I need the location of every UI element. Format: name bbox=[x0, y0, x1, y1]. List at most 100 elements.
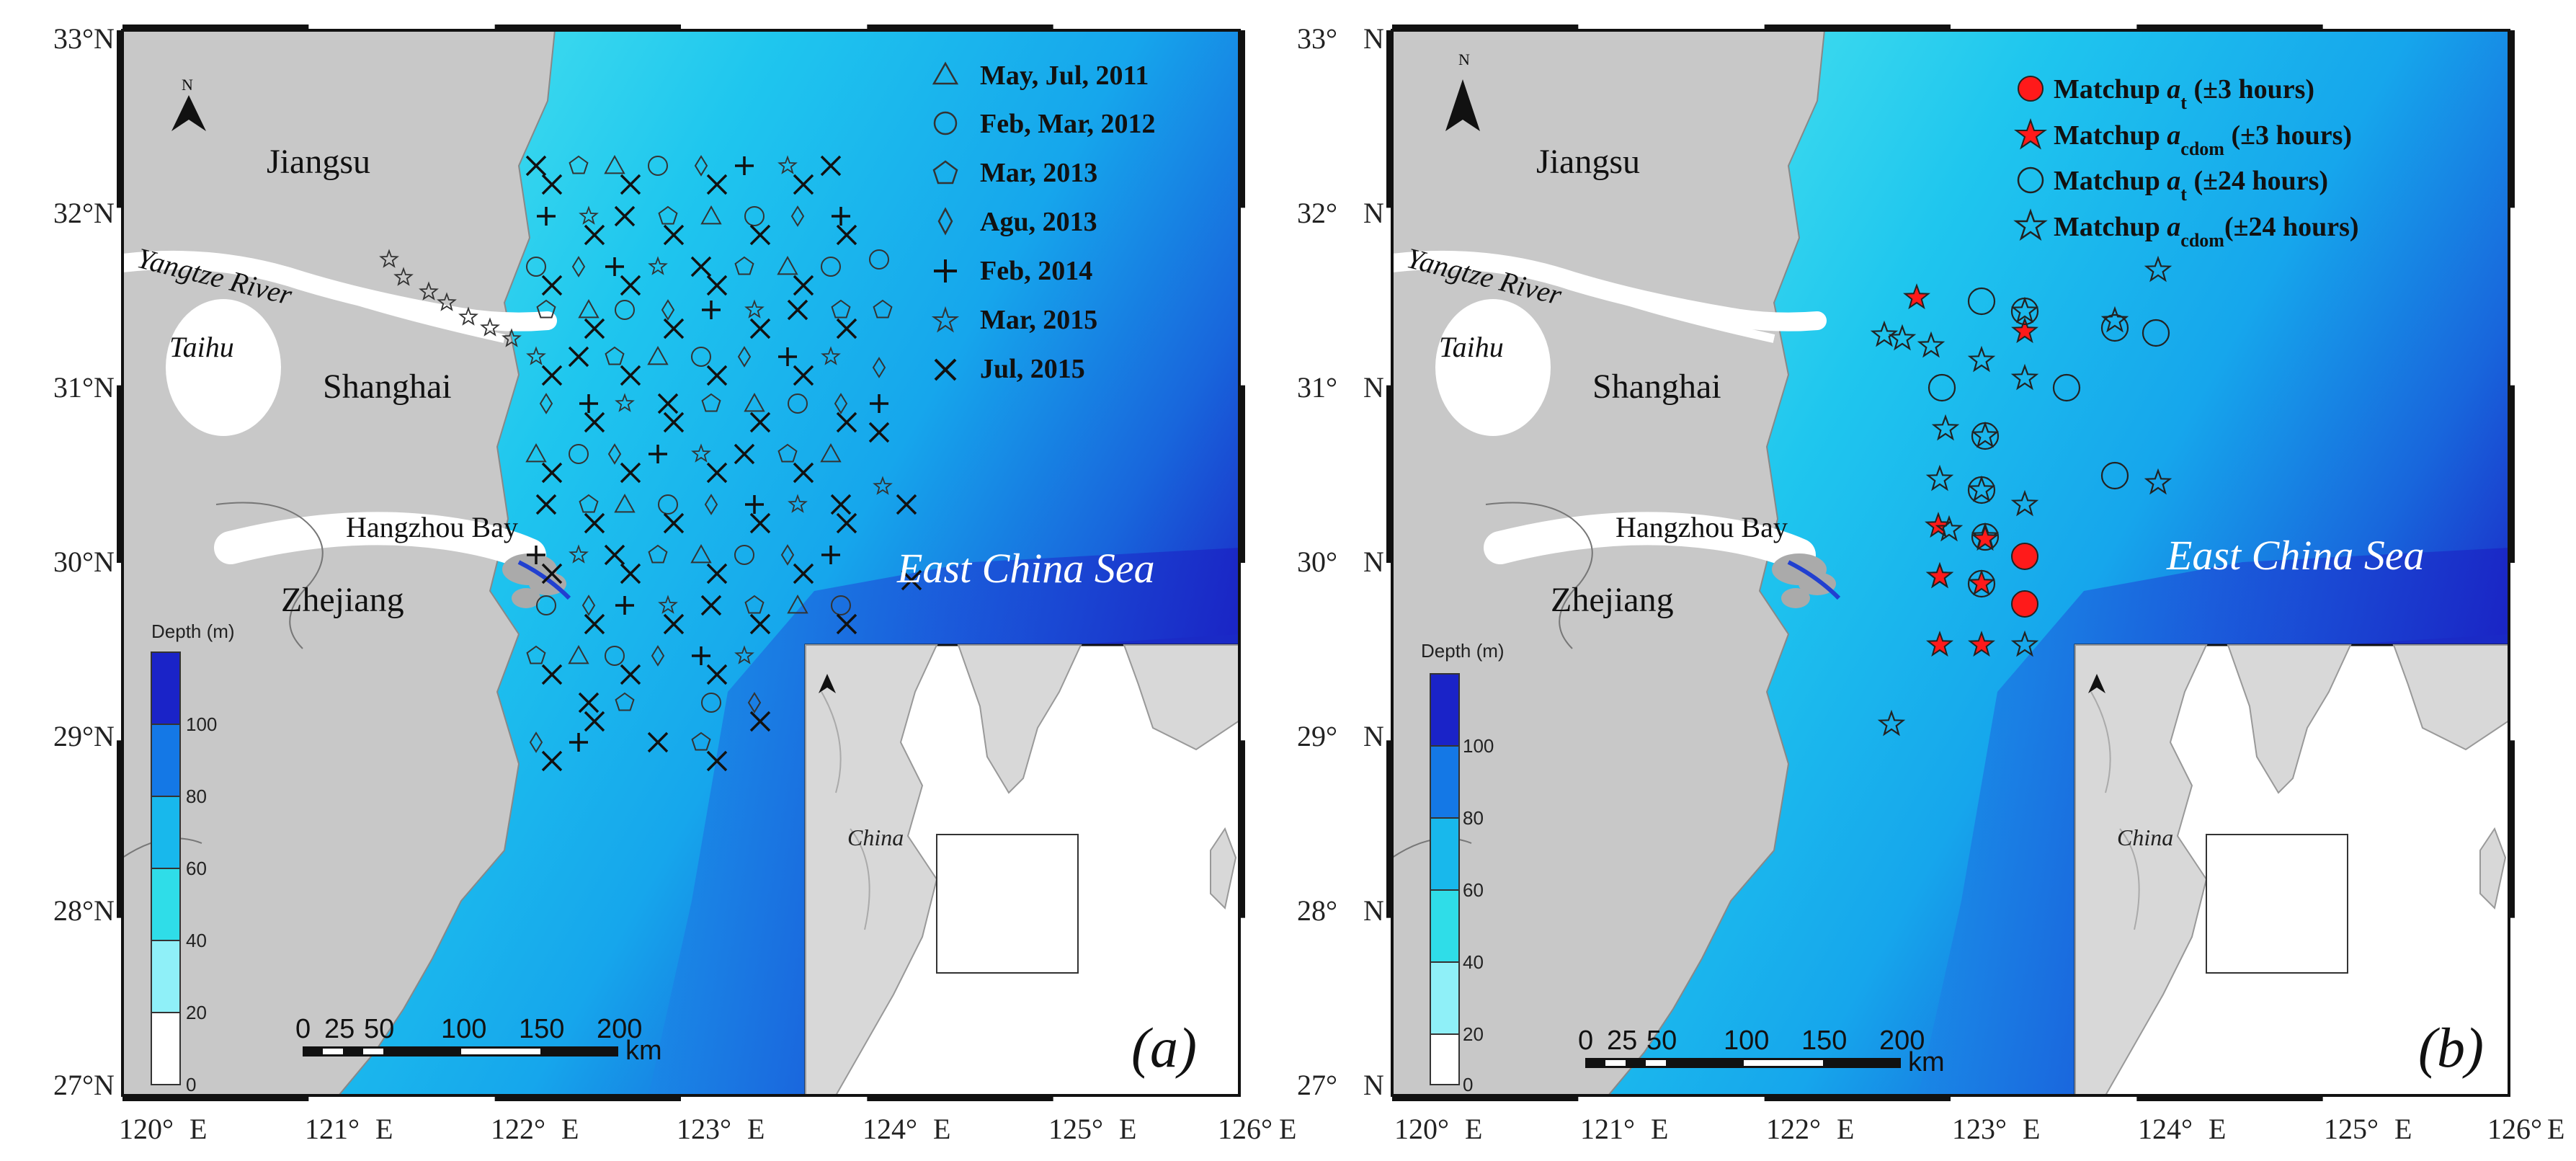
neatline-segment bbox=[494, 1095, 681, 1101]
station-marker bbox=[706, 365, 728, 386]
station-marker bbox=[648, 544, 668, 564]
station-marker bbox=[1877, 709, 1906, 737]
depth-tick: 100 bbox=[1463, 735, 1494, 757]
lon-tick: 120° bbox=[1394, 1113, 1449, 1145]
station-marker bbox=[1917, 331, 1946, 358]
depth-tick: 60 bbox=[186, 858, 207, 879]
neatline-segment bbox=[117, 385, 122, 563]
station-marker bbox=[793, 275, 814, 296]
station-marker bbox=[706, 462, 728, 484]
lat-suffix: N bbox=[1363, 22, 1384, 55]
station-marker bbox=[605, 646, 625, 666]
legend-item: Feb, 2014 bbox=[934, 256, 1092, 286]
scale-label: 150 bbox=[519, 1014, 564, 1044]
station-marker bbox=[607, 443, 622, 465]
neatline-segment bbox=[2509, 385, 2515, 563]
station-marker bbox=[896, 494, 917, 515]
lat-tick: 33° bbox=[1297, 22, 1337, 55]
station-marker bbox=[539, 393, 553, 414]
station-marker bbox=[647, 731, 669, 753]
lat-suffix: N bbox=[94, 546, 115, 578]
station-marker bbox=[1971, 522, 2000, 551]
station-marker bbox=[529, 731, 543, 753]
station-marker bbox=[777, 255, 798, 275]
map-area-b: China bbox=[1383, 30, 2510, 1097]
inset-label-china: China bbox=[2117, 824, 2173, 850]
lat-axis-b: 33° 32° 31° 30° 29° 28° 27° N N N N N N … bbox=[1297, 22, 1384, 1101]
scale-label: 150 bbox=[1801, 1026, 1847, 1056]
station-marker bbox=[793, 563, 814, 584]
station-marker bbox=[581, 595, 596, 616]
station-marker bbox=[458, 306, 478, 326]
station-marker bbox=[702, 301, 721, 319]
label-zhejiang: Zhejiang bbox=[1551, 581, 1674, 619]
neatline-segment bbox=[1392, 25, 1579, 30]
lat-suffix: N bbox=[1363, 894, 1384, 927]
scale-label: 0 bbox=[295, 1014, 311, 1044]
legend-label: May, Jul, 2011 bbox=[980, 61, 1149, 91]
scale-label: 50 bbox=[364, 1014, 394, 1044]
station-marker bbox=[749, 412, 771, 433]
neatline-segment bbox=[1239, 385, 1245, 563]
station-marker bbox=[868, 422, 890, 443]
neatline-segment bbox=[2509, 30, 2515, 208]
station-marker bbox=[541, 174, 563, 195]
station-marker bbox=[620, 462, 641, 484]
station-marker bbox=[744, 392, 765, 412]
lon-tick: 126° bbox=[2487, 1113, 2542, 1145]
lat-suffix: N bbox=[1363, 371, 1384, 404]
station-marker bbox=[777, 155, 798, 174]
lon-tick: 121° bbox=[305, 1113, 360, 1145]
scale-label: 100 bbox=[441, 1014, 486, 1044]
inset-label-china: China bbox=[847, 824, 904, 850]
pentagon-icon bbox=[932, 160, 958, 184]
legend-a: May, Jul, 2011 Feb, Mar, 2012 Mar, 2013 … bbox=[931, 61, 1155, 384]
depth-title: Depth (m) bbox=[151, 620, 235, 642]
lat-suffix: N bbox=[94, 1069, 115, 1101]
label-jiangsu: Jiangsu bbox=[267, 143, 370, 181]
station-marker bbox=[541, 275, 563, 296]
legend-label: Jul, 2015 bbox=[980, 354, 1085, 384]
station-marker bbox=[700, 595, 722, 616]
station-marker bbox=[737, 346, 752, 368]
station-marker bbox=[537, 207, 556, 226]
frame-ticks-a bbox=[117, 25, 1245, 1101]
station-marker bbox=[735, 156, 754, 175]
station-marker bbox=[2144, 468, 2172, 495]
station-marker bbox=[821, 546, 840, 564]
scale-label: 25 bbox=[1607, 1026, 1637, 1056]
station-marker bbox=[780, 544, 795, 566]
station-marker bbox=[419, 281, 439, 301]
station-marker bbox=[2010, 630, 2039, 657]
station-marker bbox=[2010, 489, 2039, 517]
lon-tick: 122° bbox=[1766, 1113, 1821, 1145]
station-marker bbox=[658, 595, 678, 614]
depth-tick: 40 bbox=[186, 930, 207, 951]
scale-label: 25 bbox=[324, 1014, 355, 1044]
scale-label: 50 bbox=[1646, 1026, 1677, 1056]
station-marker bbox=[614, 205, 636, 227]
station-marker bbox=[1967, 287, 1996, 316]
station-marker bbox=[820, 155, 842, 177]
lat-tick: 32° bbox=[1297, 197, 1337, 229]
scale-label: 200 bbox=[1879, 1026, 1925, 1056]
station-marker bbox=[615, 596, 634, 615]
scale-label: 200 bbox=[597, 1014, 642, 1044]
inset-map-a: China bbox=[804, 644, 1241, 1097]
station-marker bbox=[836, 318, 857, 339]
station-marker bbox=[604, 154, 625, 174]
legend-item: May, Jul, 2011 bbox=[932, 61, 1149, 91]
station-marker bbox=[393, 267, 414, 286]
station-marker bbox=[620, 174, 641, 195]
station-marker bbox=[620, 664, 641, 685]
station-marker bbox=[873, 299, 893, 319]
station-marker bbox=[694, 155, 708, 177]
station-marker bbox=[821, 257, 841, 277]
station-marker bbox=[568, 644, 589, 664]
station-marker bbox=[541, 462, 563, 484]
map-panel-a: China 33° 32° 31° 30° 29° 28° 27° N N N … bbox=[53, 22, 1296, 1145]
lat-suffix: N bbox=[1363, 546, 1384, 578]
neatline-segment bbox=[1386, 30, 1392, 208]
station-marker bbox=[700, 205, 722, 225]
neatline-segment bbox=[122, 25, 309, 30]
